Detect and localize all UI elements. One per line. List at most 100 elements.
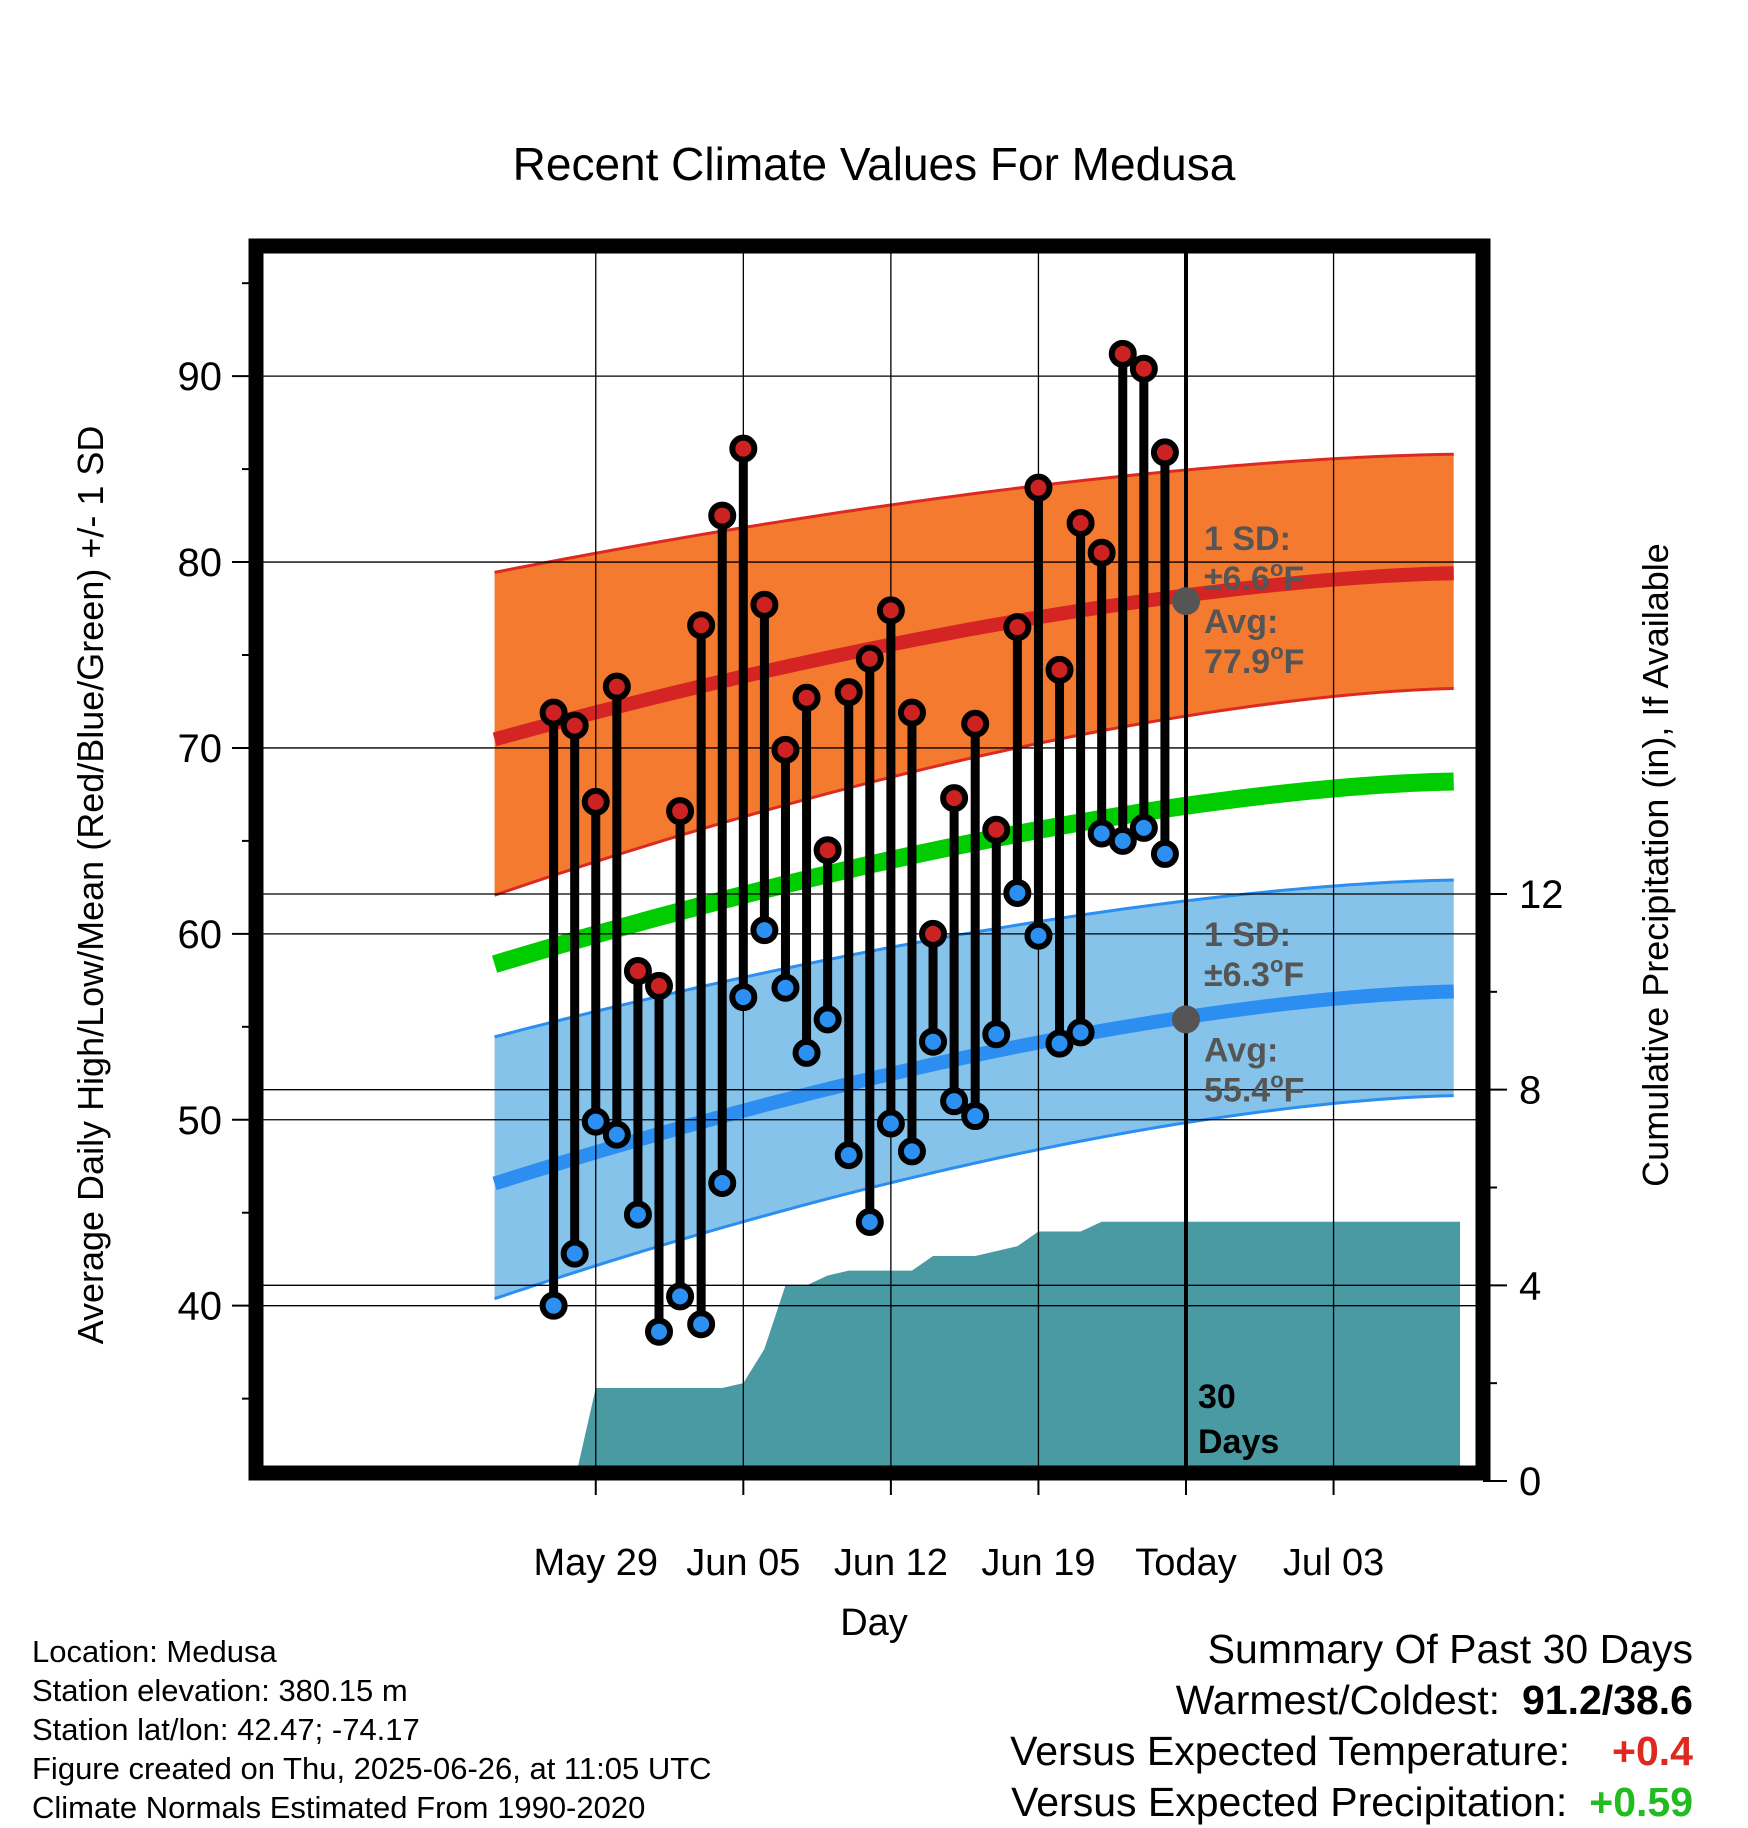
daily-high-point	[876, 596, 905, 625]
versus-temp-row: Versus Expected Temperature: +0.4	[1010, 1726, 1693, 1777]
y2-tick-label: 12	[1519, 873, 1564, 917]
y2-axis-label: Cumulative Precipitation (in), If Availa…	[1635, 543, 1676, 1187]
daily-low-point	[834, 1141, 863, 1170]
station-info: Location: Medusa Station elevation: 380.…	[32, 1632, 712, 1827]
low-sd-band-lower-edge	[494, 1094, 1454, 1301]
daily-low-point	[666, 1282, 695, 1311]
daily-high-point	[813, 836, 842, 865]
low-sd-annotation-line1: 1 SD:	[1204, 916, 1291, 954]
daily-high-point	[560, 711, 589, 740]
daily-low-point	[623, 1200, 652, 1229]
created-text: Figure created on Thu, 2025-06-26, at 11…	[32, 1751, 712, 1786]
location-text: Location: Medusa	[32, 1634, 277, 1669]
normals-text: Climate Normals Estimated From 1990-2020	[32, 1790, 646, 1825]
low-avg-annotation-line1: Avg:	[1204, 1031, 1278, 1069]
daily-low-point	[1129, 813, 1158, 842]
daily-low-point	[876, 1109, 905, 1138]
daily-high-point	[539, 698, 568, 727]
y2-tick-label: 8	[1519, 1069, 1541, 1113]
daily-high-point	[940, 784, 969, 813]
y-tick-label: 70	[178, 727, 223, 771]
plot-frame	[248, 238, 1491, 1481]
y-axis-label: Average Daily High/Low/Mean (Red/Blue/Gr…	[70, 426, 111, 1345]
y-tick-label: 40	[178, 1285, 223, 1329]
y-tick-label: 80	[178, 541, 223, 585]
high-avg-line	[492, 566, 1454, 747]
daily-high-point	[1045, 655, 1074, 684]
versus-precip-label: Versus Expected Precipitation:	[1011, 1779, 1568, 1825]
daily-high-point	[792, 683, 821, 712]
daily-low-point	[919, 1027, 948, 1056]
summary-heading: Summary Of Past 30 Days	[1207, 1626, 1693, 1672]
high-sd-band	[494, 454, 1454, 896]
daily-low-point	[982, 1020, 1011, 1049]
high-avg-annotation-line2: 77.9oF	[1204, 639, 1304, 681]
low-sd-annotation-line2: ±6.3oF	[1204, 952, 1304, 994]
daily-low-point	[1108, 826, 1137, 855]
daily-high-point	[708, 501, 737, 530]
versus-temp-label: Versus Expected Temperature:	[1010, 1728, 1571, 1774]
x-tick-label: Jun 05	[686, 1542, 800, 1584]
low-avg-annotation-line2: 55.4oF	[1204, 1067, 1304, 1109]
daily-low-point	[961, 1102, 990, 1131]
versus-temp-value: +0.4	[1612, 1728, 1693, 1774]
daily-low-point	[1150, 839, 1179, 868]
daily-low-point	[581, 1107, 610, 1136]
daily-high-point	[1150, 438, 1179, 467]
y-tick-label: 60	[178, 913, 223, 957]
daily-low-point	[855, 1208, 884, 1237]
daily-low-point	[687, 1310, 716, 1339]
daily-low-point	[940, 1087, 969, 1116]
versus-precip-value: +0.59	[1589, 1779, 1693, 1825]
elevation-text: Station elevation: 380.15 m	[32, 1673, 408, 1708]
daily-high-point	[919, 919, 948, 948]
x-tick-label: Today	[1135, 1542, 1236, 1584]
daily-low-point	[1003, 878, 1032, 907]
daily-high-point	[623, 957, 652, 986]
y2-tick-label: 4	[1519, 1264, 1541, 1308]
daily-high-point	[687, 611, 716, 640]
daily-high-point	[1066, 509, 1095, 538]
daily-low-point	[708, 1168, 737, 1197]
daily-low-point	[750, 916, 779, 945]
today-low-avg-marker	[1172, 1005, 1200, 1034]
daily-high-point	[581, 787, 610, 816]
daily-high-point	[897, 698, 926, 727]
daily-high-point	[666, 797, 695, 826]
high-sd-band-upper-edge	[494, 452, 1454, 574]
precip-area	[576, 1221, 1461, 1473]
daily-low-point	[1024, 921, 1053, 950]
high-sd-annotation-line2: ±6.6oF	[1204, 556, 1304, 598]
daily-low-point	[560, 1239, 589, 1268]
x-tick-label: May 29	[533, 1542, 658, 1584]
daily-high-point	[750, 590, 779, 619]
daily-high-point	[961, 709, 990, 738]
x-tick-label: Jun 19	[981, 1542, 1095, 1584]
warm-cold-label: Warmest/Coldest:	[1175, 1677, 1500, 1723]
y-tick-label: 50	[178, 1099, 223, 1143]
daily-high-point	[771, 735, 800, 764]
today-days-label-line1: 30	[1198, 1378, 1236, 1416]
daily-high-point	[1129, 354, 1158, 383]
daily-high-point	[855, 644, 884, 673]
latlon-text: Station lat/lon: 42.47; -74.17	[32, 1712, 420, 1747]
chart-title: Recent Climate Values For Medusa	[513, 138, 1236, 190]
daily-low-point	[645, 1317, 673, 1346]
daily-high-point	[602, 672, 631, 701]
daily-low-point	[602, 1120, 631, 1149]
x-tick-label: Jul 03	[1283, 1542, 1384, 1584]
daily-low-point	[897, 1137, 926, 1166]
daily-low-point	[539, 1291, 568, 1320]
warm-cold-row: Warmest/Coldest: 91.2/38.6	[1010, 1675, 1693, 1726]
high-sd-annotation-line1: 1 SD:	[1204, 520, 1291, 558]
daily-low-point	[792, 1038, 821, 1067]
daily-low-point	[1066, 1018, 1095, 1047]
daily-low-point	[729, 983, 758, 1012]
daily-high-point	[1003, 613, 1032, 642]
x-axis-label: Day	[840, 1602, 908, 1644]
summary-panel: Summary Of Past 30 Days Warmest/Coldest:…	[1010, 1624, 1693, 1828]
x-tick-label: Jun 12	[834, 1542, 948, 1584]
